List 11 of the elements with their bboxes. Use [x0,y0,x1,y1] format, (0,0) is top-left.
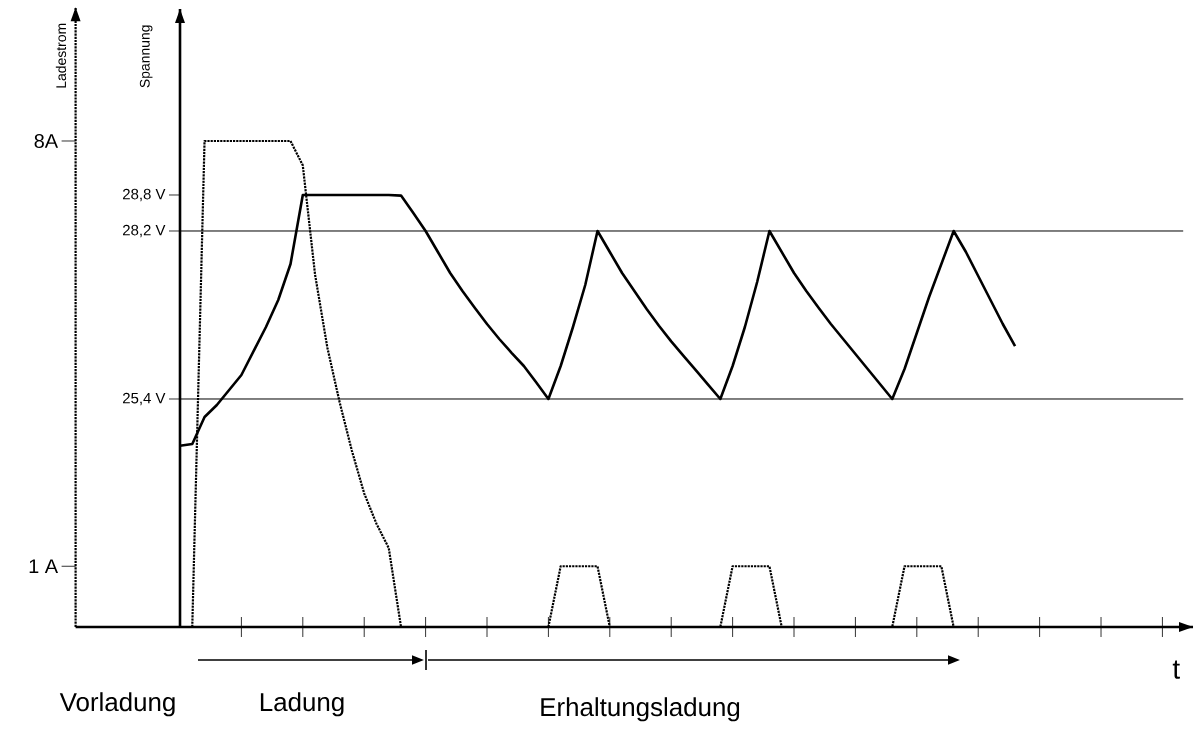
y-tick-label: 25,4 V [123,392,166,406]
text: Ladung [260,692,344,717]
y-axis-title: Ladestrom [55,23,67,88]
y-tick-label: 28,8 V [123,188,166,202]
text: Vorladung [59,692,175,717]
x-axis-title: t [1172,660,1180,679]
y-tick-label: 28,2 V [123,224,166,238]
y-tick-label: 8A [34,133,59,149]
y-axis-title: Spannung [139,25,153,88]
y-tick-label: 1 A [29,559,59,574]
text: Erhaltungsladung [541,697,740,722]
